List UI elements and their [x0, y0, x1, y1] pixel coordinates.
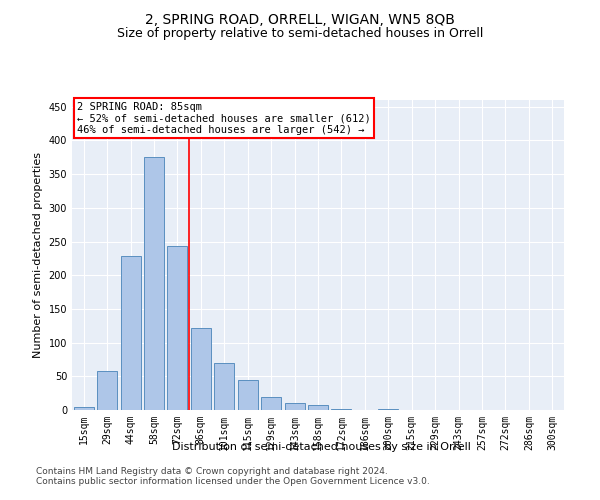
Text: Distribution of semi-detached houses by size in Orrell: Distribution of semi-detached houses by … — [172, 442, 470, 452]
Text: Size of property relative to semi-detached houses in Orrell: Size of property relative to semi-detach… — [117, 28, 483, 40]
Bar — [74, 406, 94, 410]
Text: Contains public sector information licensed under the Open Government Licence v3: Contains public sector information licen… — [36, 477, 430, 486]
Y-axis label: Number of semi-detached properties: Number of semi-detached properties — [33, 152, 43, 358]
Bar — [238, 380, 257, 410]
Bar — [97, 371, 117, 410]
Bar — [261, 397, 281, 410]
Bar — [191, 328, 211, 410]
Text: Contains HM Land Registry data © Crown copyright and database right 2024.: Contains HM Land Registry data © Crown c… — [36, 467, 388, 476]
Bar — [144, 158, 164, 410]
Bar — [121, 256, 140, 410]
Bar — [308, 406, 328, 410]
Bar — [214, 363, 234, 410]
Text: 2 SPRING ROAD: 85sqm
← 52% of semi-detached houses are smaller (612)
46% of semi: 2 SPRING ROAD: 85sqm ← 52% of semi-detac… — [77, 102, 371, 134]
Bar — [167, 246, 187, 410]
Text: 2, SPRING ROAD, ORRELL, WIGAN, WN5 8QB: 2, SPRING ROAD, ORRELL, WIGAN, WN5 8QB — [145, 12, 455, 26]
Bar — [284, 404, 305, 410]
